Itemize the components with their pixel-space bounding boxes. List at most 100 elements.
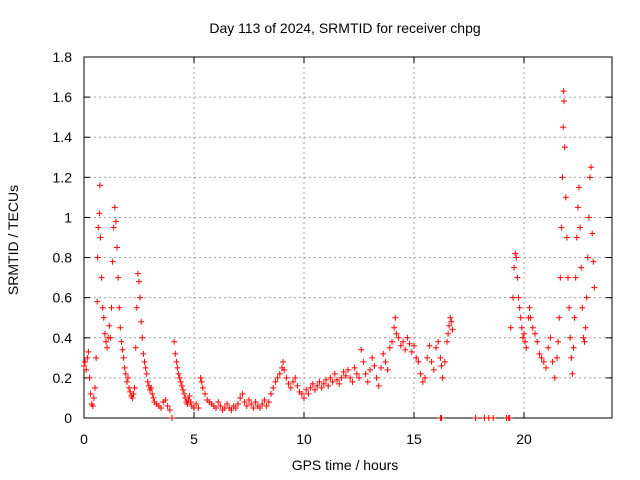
data-point xyxy=(235,400,241,407)
y-tick-label: 0.6 xyxy=(53,290,73,306)
data-point xyxy=(162,396,169,403)
data-point xyxy=(428,358,435,365)
data-point xyxy=(578,264,585,271)
data-point xyxy=(290,378,296,385)
data-point xyxy=(356,374,362,381)
data-point xyxy=(507,324,514,331)
data-point xyxy=(252,398,259,405)
data-point xyxy=(187,398,194,405)
data-point xyxy=(178,382,185,389)
data-point xyxy=(115,274,122,281)
data-point xyxy=(281,366,288,373)
data-point xyxy=(576,184,582,191)
data-point xyxy=(529,324,536,331)
data-point xyxy=(415,358,422,365)
y-tick-label: 1.8 xyxy=(53,49,73,65)
data-point xyxy=(549,358,556,365)
data-point xyxy=(336,380,343,387)
data-point xyxy=(511,264,518,271)
data-point xyxy=(400,338,406,345)
data-point xyxy=(106,322,113,329)
data-point xyxy=(433,344,439,351)
data-point xyxy=(342,372,349,379)
data-point xyxy=(126,384,133,391)
data-point xyxy=(338,374,345,381)
data-point xyxy=(588,164,595,171)
data-point xyxy=(515,294,522,301)
data-point xyxy=(265,398,272,405)
data-point xyxy=(512,250,519,257)
data-point xyxy=(123,378,130,385)
data-point xyxy=(263,402,270,409)
data-point xyxy=(92,384,98,391)
data-point xyxy=(577,224,584,231)
plot-frame xyxy=(83,56,613,419)
x-tick-label: 20 xyxy=(516,431,532,447)
data-point xyxy=(523,344,530,351)
data-point xyxy=(108,304,115,311)
data-point xyxy=(419,378,426,385)
data-point xyxy=(584,254,591,261)
data-point xyxy=(358,346,365,353)
data-point xyxy=(150,394,157,401)
data-point xyxy=(239,390,246,397)
data-point xyxy=(217,402,224,409)
data-point xyxy=(81,362,87,369)
data-point xyxy=(574,204,581,211)
data-point xyxy=(437,354,444,361)
data-point xyxy=(121,364,128,371)
data-point xyxy=(413,354,420,361)
data-point xyxy=(349,378,356,385)
data-point xyxy=(534,338,541,345)
data-point xyxy=(294,382,301,389)
data-point xyxy=(417,370,424,377)
data-point xyxy=(85,348,92,355)
data-point xyxy=(89,402,96,409)
data-point xyxy=(325,382,332,389)
data-point xyxy=(95,224,102,231)
data-point xyxy=(169,415,175,421)
data-point xyxy=(90,394,97,401)
data-point xyxy=(98,274,105,281)
data-point xyxy=(171,338,178,345)
data-point xyxy=(129,394,136,401)
data-point xyxy=(97,234,104,241)
data-point xyxy=(360,358,367,365)
data-point xyxy=(327,374,334,381)
x-tick-label: 5 xyxy=(190,431,198,447)
data-point xyxy=(572,274,579,281)
data-point xyxy=(565,274,571,281)
data-point xyxy=(114,244,120,251)
data-point xyxy=(561,144,568,151)
data-point xyxy=(314,382,321,389)
data-point xyxy=(149,390,156,397)
data-point xyxy=(141,358,148,365)
y-tick-label: 0.8 xyxy=(53,250,73,266)
x-tick-label: 10 xyxy=(296,431,312,447)
data-point xyxy=(375,382,382,389)
data-point xyxy=(166,406,173,413)
data-point xyxy=(94,254,101,261)
data-point xyxy=(132,344,139,351)
data-point xyxy=(193,400,200,407)
data-point xyxy=(172,350,179,357)
data-point xyxy=(131,384,138,391)
data-point xyxy=(551,374,558,381)
data-point xyxy=(568,354,575,361)
data-point xyxy=(180,386,186,393)
data-point xyxy=(82,358,89,365)
data-point xyxy=(99,304,106,311)
data-point xyxy=(174,364,181,371)
data-point xyxy=(519,334,526,341)
data-point xyxy=(224,400,230,407)
data-point xyxy=(514,274,521,281)
data-point xyxy=(94,298,101,305)
data-point xyxy=(547,334,554,341)
data-point xyxy=(116,304,123,311)
data-point xyxy=(581,338,588,345)
data-point xyxy=(402,346,409,353)
data-point xyxy=(582,324,589,331)
data-point xyxy=(139,334,146,341)
data-point xyxy=(571,314,578,321)
data-point xyxy=(93,354,100,361)
